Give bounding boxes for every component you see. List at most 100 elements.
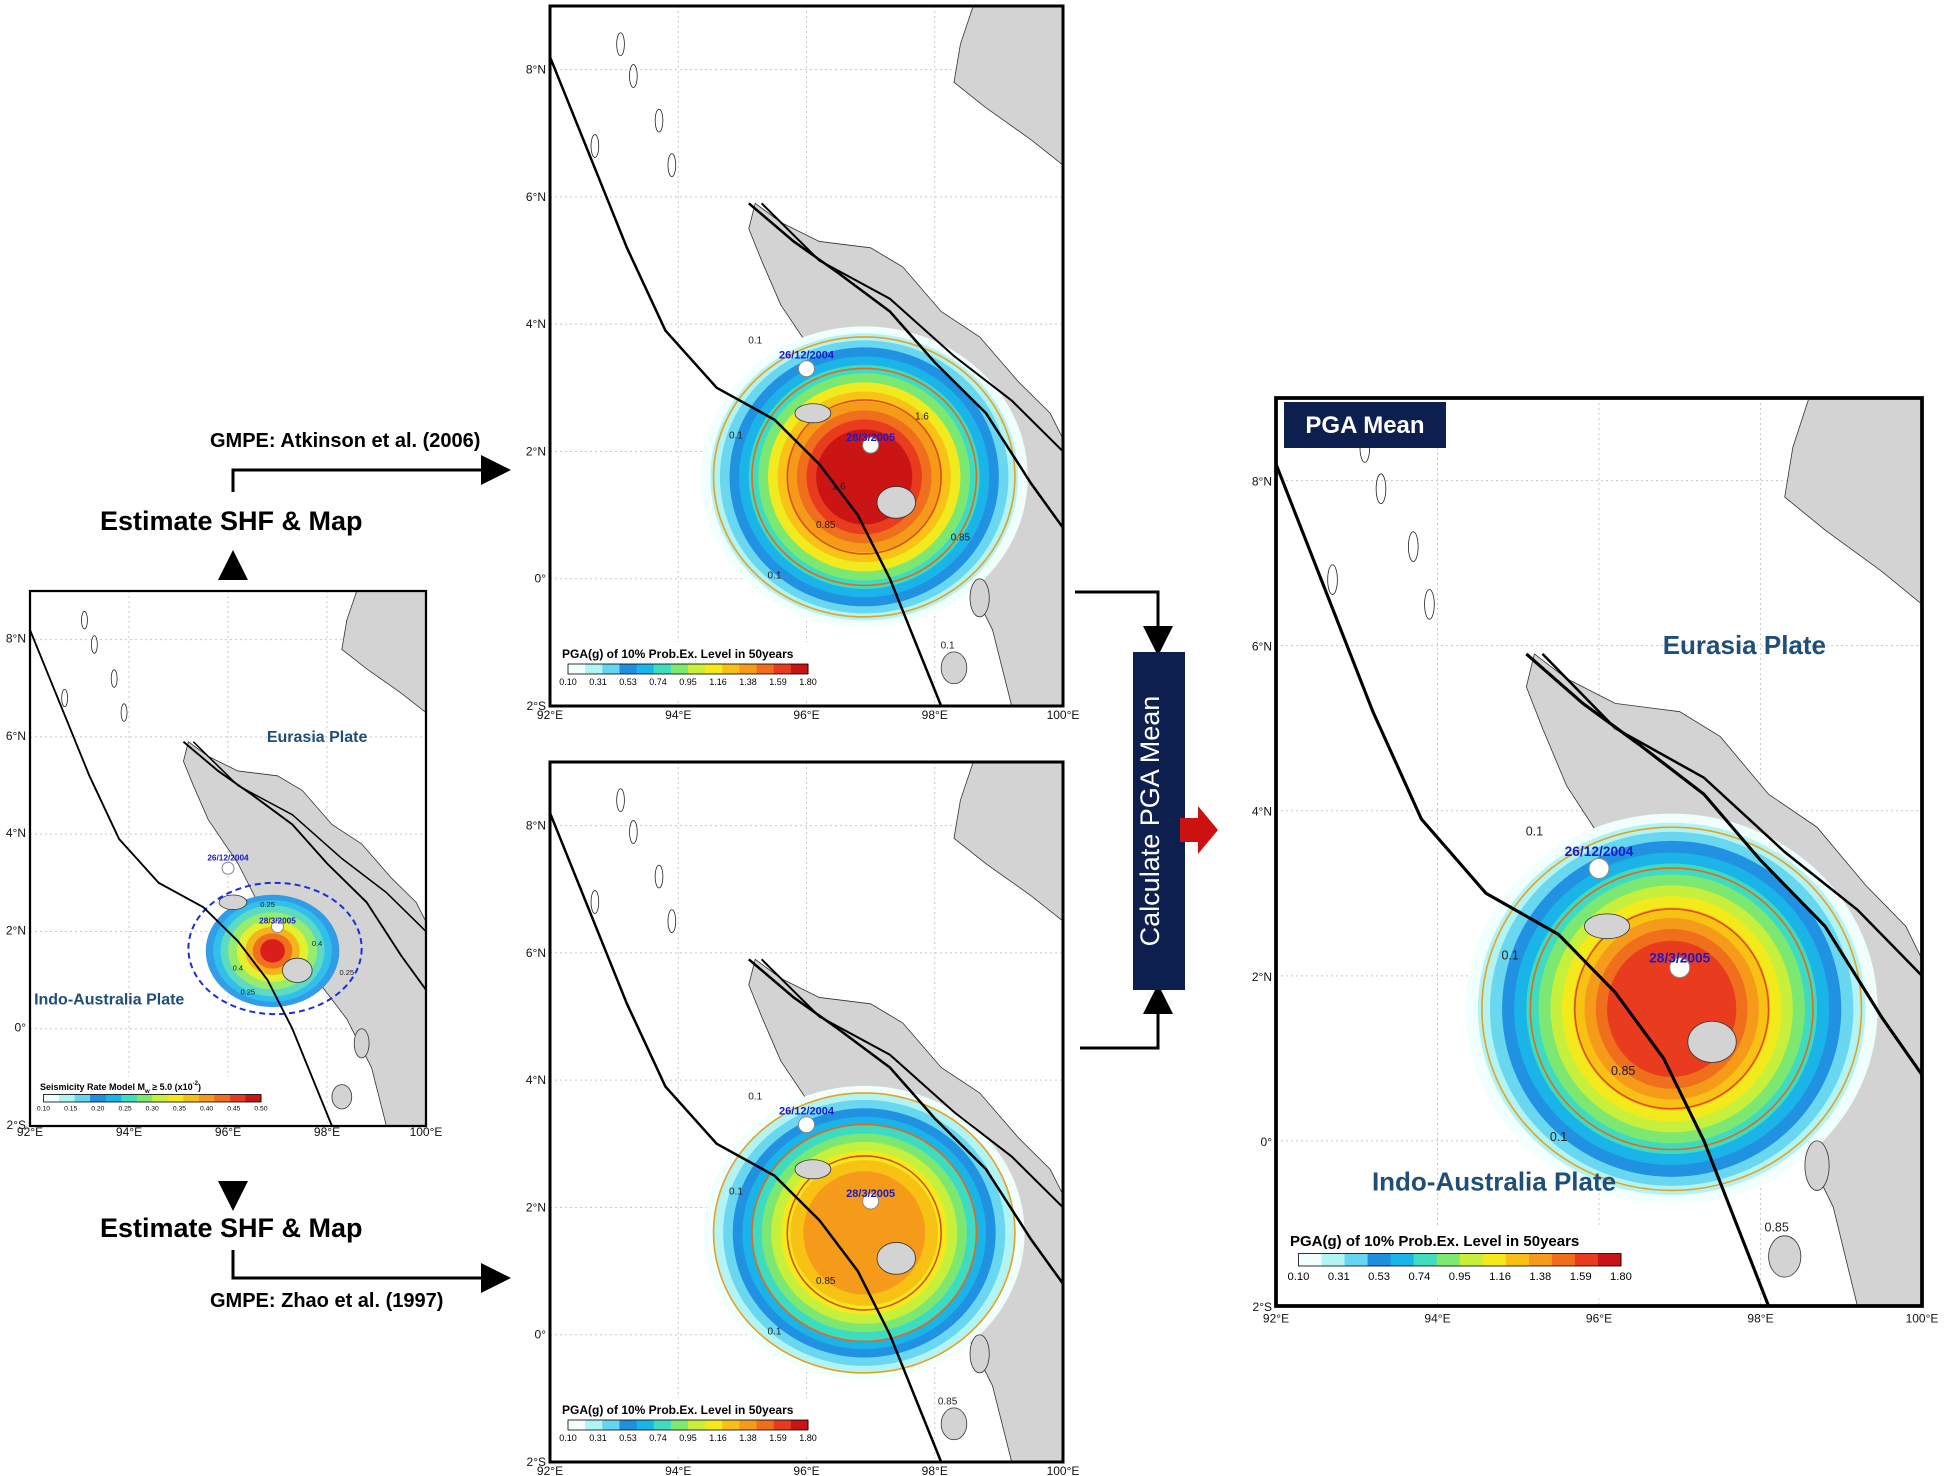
lat-tick-label: 8°N [526, 819, 546, 833]
colorbar-outline [43, 1094, 262, 1103]
colorbar-tick-label: 1.59 [1570, 1271, 1592, 1283]
colorbar-tick-label: 0.10 [559, 1433, 577, 1443]
contour-label: 0.4 [312, 939, 322, 948]
lat-tick-label: 8°N [526, 63, 546, 77]
contour-label: 0.1 [729, 431, 743, 442]
sunda-trench-line [1276, 463, 1771, 1306]
lat-tick-label: 0° [535, 572, 547, 586]
islet-4 [120, 703, 128, 722]
contour-label: 0.85 [938, 1397, 958, 1408]
contour-label: 0.1 [748, 335, 762, 346]
colorbar-tick-label: 0.10 [37, 1105, 50, 1112]
islet-0 [629, 64, 638, 88]
lon-tick-label: 92°E [1263, 1311, 1289, 1325]
colorbar-swatch [121, 1094, 138, 1102]
colorbar-swatch [1597, 1253, 1622, 1266]
colorbar-tick-label: 1.80 [1610, 1271, 1632, 1283]
malay-peninsula-land [341, 591, 426, 714]
lat-tick-label: 4°N [6, 826, 26, 840]
colorbar-swatch [1298, 1253, 1323, 1266]
malay-peninsula-land [1784, 398, 1922, 605]
island-3 [940, 651, 968, 685]
islet-4 [667, 909, 677, 933]
contour-label: 0.85 [816, 1276, 836, 1287]
lat-tick-label: 2°N [6, 923, 26, 937]
lon-tick-label: 100°E [1047, 708, 1080, 722]
colorbar-swatch [1528, 1253, 1553, 1266]
hazard-zone-7 [260, 939, 285, 963]
contour-label: 0.1 [729, 1187, 743, 1198]
fault-line-2 [192, 741, 426, 932]
arrow-atkinson-calc [1075, 590, 1173, 656]
date-label-2005: 28/3/2005 [1649, 951, 1711, 966]
epicenter-2005 [271, 920, 284, 934]
island-1 [282, 957, 313, 983]
island-1 [876, 1242, 916, 1275]
seismicity-svg: 26/12/2004 28/3/2005 0.25 0.4 0.4 0.25 0.25 Eur… [6, 589, 442, 1139]
contour-label: 1.6 [915, 412, 929, 423]
island-2 [1804, 1140, 1830, 1191]
contour-label: 0.1 [1550, 1130, 1567, 1144]
colorbar-outline [1298, 1253, 1622, 1267]
lon-tick-label: 96°E [793, 1464, 819, 1476]
colorbar-swatch [688, 1420, 706, 1430]
colorbar-swatch [214, 1094, 231, 1102]
islet-3 [61, 688, 69, 708]
colorbar-swatch [1367, 1253, 1392, 1266]
islet-3 [590, 890, 600, 914]
colorbar-tick-label: 0.10 [559, 677, 577, 687]
contour-label: 0.1 [941, 641, 955, 652]
islet-2 [654, 108, 664, 133]
epicenter-2005 [1669, 957, 1691, 979]
island-0 [1584, 913, 1631, 940]
colorbar-swatch [670, 664, 689, 674]
lat-tick-label: 2°S [527, 1455, 546, 1469]
colorbar-swatch [1390, 1253, 1415, 1266]
plate-label-eurasia: Eurasia Plate [1663, 630, 1826, 660]
lat-tick-label: 2°S [527, 699, 546, 713]
date-label-2004: 26/12/2004 [1565, 844, 1634, 859]
colorbar-swatch [619, 1420, 638, 1430]
colorbar-swatch [1574, 1253, 1599, 1266]
lon-tick-label: 96°E [1586, 1311, 1612, 1325]
contour-line-0 [1481, 826, 1863, 1192]
lat-tick-label: 4°N [526, 1073, 546, 1087]
islet-2 [654, 864, 664, 889]
lat-tick-label: 0° [1261, 1135, 1273, 1149]
pga-mean-map: 26/12/2004 28/3/2005 0.1 0.1 0.1 0.85 0.85 Eura… [1212, 390, 1951, 1328]
colorbar-swatch [705, 664, 723, 674]
sumatran-fault-line [747, 202, 1063, 529]
colorbar-swatch [756, 664, 775, 674]
lon-tick-label: 100°E [1906, 1311, 1939, 1325]
zhao-svg: 26/12/2004 28/3/2005 0.1 0.1 0.1 0.85 0.85 PGA(… [526, 760, 1079, 1476]
contour-label: 0.1 [767, 571, 781, 582]
contour-label: 0.25 [240, 988, 255, 997]
malay-peninsula-land [953, 6, 1063, 166]
red-arrow-icon [1180, 806, 1218, 854]
step-label-bottom: Estimate SHF & Map [100, 1213, 363, 1243]
colorbar-tick-label: 0.25 [118, 1105, 131, 1112]
colorbar-swatch [790, 664, 809, 674]
sumatran-fault-line [182, 741, 426, 991]
arrow-to-zhao [231, 1250, 511, 1293]
sumatran-fault-line [1525, 652, 1922, 1076]
colorbar-tick-label: 0.40 [200, 1105, 213, 1112]
contour-label: 1.6 [832, 482, 846, 493]
islet-0 [629, 820, 638, 844]
contour-label: 0.1 [767, 1327, 781, 1338]
lat-tick-label: 2°N [526, 1200, 546, 1214]
colorbar-swatch [756, 1420, 775, 1430]
pga-atkinson-map: 26/12/2004 28/3/2005 0.1 0.1 0.1 0.1 0.85 0.85 1… [500, 0, 1079, 722]
sunda-trench-line [550, 812, 943, 1462]
lon-tick-label: 98°E [1747, 1311, 1773, 1325]
plate-label-eurasia: Eurasia Plate [267, 729, 368, 746]
island-0 [794, 1159, 832, 1180]
islet-4 [667, 153, 677, 177]
islet-4 [1424, 589, 1435, 620]
calculate-box-label: Calculate PGA Mean [1135, 696, 1165, 947]
colorbar-tick-label: 0.74 [649, 1433, 667, 1443]
colorbar-swatch [722, 1420, 740, 1430]
lat-tick-label: 2°N [526, 444, 546, 458]
colorbar-tick-label: 0.53 [619, 677, 637, 687]
